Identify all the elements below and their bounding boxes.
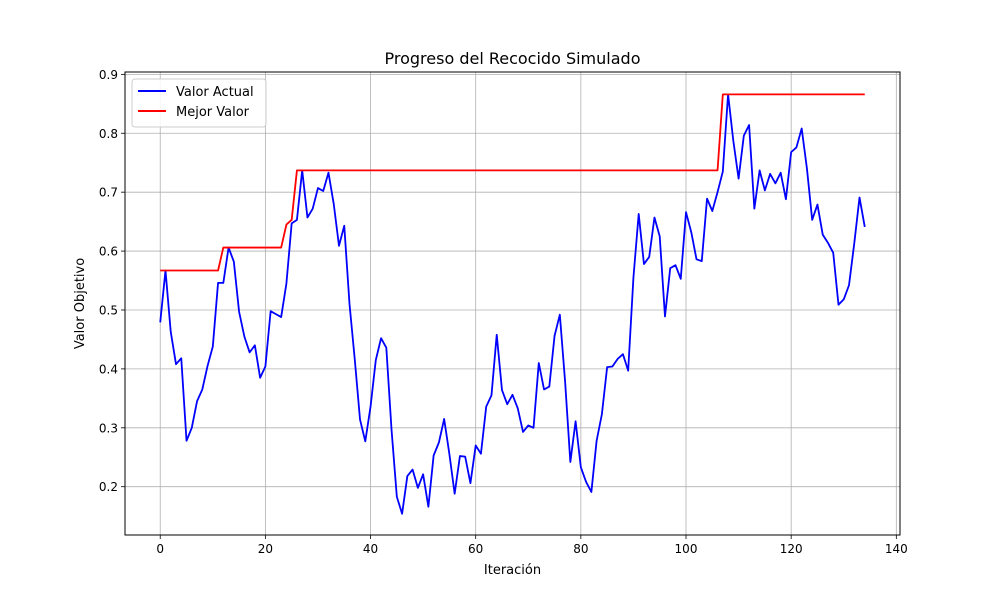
y-tick-label: 0.8 — [99, 127, 118, 141]
x-tick-label: 20 — [258, 542, 273, 556]
series-line-mejor-valor — [160, 93, 865, 272]
y-axis-label: Valor Objetivo — [73, 258, 88, 349]
y-tick-label: 0.5 — [99, 303, 118, 317]
x-tick-label: 40 — [363, 542, 378, 556]
grid — [125, 72, 900, 535]
x-tick-label: 60 — [468, 542, 483, 556]
y-tick-label: 0.6 — [99, 245, 118, 259]
y-tick-label: 0.9 — [99, 68, 118, 82]
chart-title: Progreso del Recocido Simulado — [385, 49, 641, 68]
x-axis-label: Iteración — [484, 563, 541, 578]
y-tick-label: 0.2 — [99, 480, 118, 494]
y-tick-label: 0.4 — [99, 362, 118, 376]
series-layer — [159, 93, 866, 515]
x-tick-label: 120 — [780, 542, 803, 556]
ticks: 0 20 40 60 80 100 120 140 0.2 0.3 0.4 0.5 0.6 0.7 0.8 0… — [99, 68, 908, 556]
x-tick-label: 100 — [675, 542, 698, 556]
axes-frame — [124, 71, 901, 536]
x-tick-label: 80 — [573, 542, 588, 556]
y-tick-label: 0.3 — [99, 421, 118, 435]
x-tick-label: 140 — [885, 542, 908, 556]
y-tick-label: 0.7 — [99, 186, 118, 200]
legend-label-valor-actual: Valor Actual — [176, 85, 254, 100]
legend-label-mejor-valor: Mejor Valor — [176, 105, 250, 120]
x-tick-label: 0 — [156, 542, 164, 556]
legend: Valor Actual Mejor Valor — [131, 78, 267, 128]
series-line-valor-actual — [159, 93, 866, 515]
